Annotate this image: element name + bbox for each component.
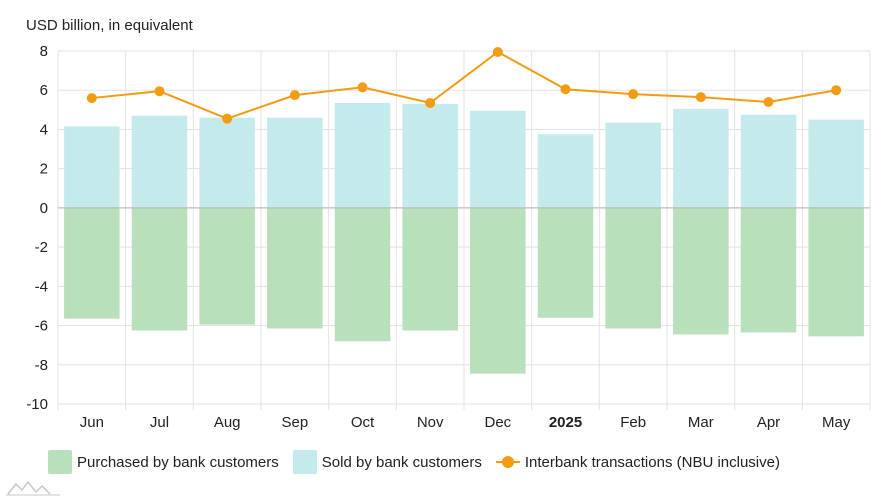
watermark-logo-icon: [6, 480, 60, 496]
y-tick-label: 0: [40, 200, 48, 217]
interbank-point-Sep[interactable]: [289, 90, 300, 101]
y-tick-label: -2: [35, 239, 48, 256]
x-tick-label: Sep: [281, 414, 308, 431]
x-tick-label: Dec: [484, 414, 511, 431]
bar-sold-Feb[interactable]: [605, 122, 661, 208]
interbank-point-May[interactable]: [831, 85, 842, 96]
bar-sold-Apr[interactable]: [740, 114, 797, 208]
bars: [64, 102, 864, 374]
unit-label: USD billion, in equivalent: [26, 17, 193, 34]
bar-purchased-Oct[interactable]: [334, 207, 391, 342]
grid: [57, 50, 871, 410]
interbank-point-Jun[interactable]: [86, 93, 97, 104]
x-tick-label: Jul: [150, 414, 169, 431]
bar-sold-May[interactable]: [808, 119, 864, 208]
y-tick-label: 6: [40, 82, 48, 99]
interbank-point-Oct[interactable]: [357, 82, 368, 93]
axes: 8 6 4 2 0 -2 -4 -6 -8 -10 Jun Jul Aug Sep Oct Nov Dec 202…: [26, 43, 870, 431]
interbank-point-Jul[interactable]: [154, 86, 165, 97]
bar-sold-2025[interactable]: [537, 134, 594, 208]
bar-sold-Jun[interactable]: [64, 126, 120, 208]
x-tick-label: Apr: [757, 414, 780, 431]
bar-purchased-Nov[interactable]: [402, 207, 458, 331]
x-tick-label: Oct: [351, 414, 375, 431]
bar-purchased-Mar[interactable]: [673, 207, 729, 335]
bar-sold-Oct[interactable]: [334, 102, 391, 208]
y-tick-label: -8: [35, 357, 48, 374]
legend-swatch-purchased: [48, 450, 72, 474]
x-tick-label: Mar: [688, 414, 714, 431]
bar-purchased-Dec[interactable]: [470, 207, 526, 374]
interbank-line: [91, 50, 837, 120]
bar-purchased-Jul[interactable]: [131, 207, 188, 331]
x-tick-label: Nov: [417, 414, 444, 431]
interbank-point-Aug[interactable]: [222, 113, 233, 124]
bar-sold-Dec[interactable]: [470, 110, 526, 208]
y-tick-label: 2: [40, 161, 48, 178]
interbank-point-Dec[interactable]: [492, 46, 503, 57]
bar-sold-Nov[interactable]: [402, 103, 458, 208]
bar-purchased-Sep[interactable]: [267, 207, 323, 329]
bar-purchased-Apr[interactable]: [740, 207, 797, 333]
x-tick-label: 2025: [549, 414, 582, 431]
legend-label-purchased: Purchased by bank customers: [77, 453, 279, 471]
interbank-point-Feb[interactable]: [628, 89, 639, 100]
bar-sold-Jul[interactable]: [131, 115, 188, 208]
bar-purchased-Aug[interactable]: [199, 207, 255, 325]
legend: Purchased by bank customers Sold by bank…: [48, 450, 794, 474]
x-tick-label: Jun: [80, 414, 104, 431]
bar-purchased-2025[interactable]: [537, 207, 594, 318]
bar-sold-Mar[interactable]: [673, 108, 729, 208]
interbank-point-Apr[interactable]: [763, 96, 774, 107]
line-series: [86, 46, 842, 124]
bar-sold-Aug[interactable]: [199, 117, 255, 208]
legend-label-interbank: Interbank transactions (NBU inclusive): [524, 453, 780, 471]
legend-item-purchased[interactable]: Purchased by bank customers: [48, 450, 279, 474]
legend-item-interbank[interactable]: Interbank transactions (NBU inclusive): [495, 450, 780, 474]
interbank-point-2025[interactable]: [560, 84, 571, 95]
interbank-point-Mar[interactable]: [695, 92, 706, 103]
y-tick-label: 8: [40, 43, 48, 60]
bar-sold-Sep[interactable]: [267, 117, 323, 208]
legend-label-sold: Sold by bank customers: [321, 453, 482, 471]
bar-purchased-May[interactable]: [808, 207, 864, 337]
x-tick-label: Feb: [620, 414, 646, 431]
bar-purchased-Feb[interactable]: [605, 207, 661, 329]
interbank-point-Nov[interactable]: [425, 97, 436, 108]
y-tick-label: -4: [35, 278, 48, 295]
y-tick-label: 4: [40, 121, 48, 138]
y-tick-label: -6: [35, 318, 48, 335]
legend-swatch-interbank: [495, 450, 520, 474]
x-tick-label: May: [822, 414, 851, 431]
x-tick-label: Aug: [214, 414, 241, 431]
bar-purchased-Jun[interactable]: [64, 207, 120, 319]
y-tick-label: -10: [26, 396, 48, 413]
legend-swatch-sold: [292, 450, 317, 474]
legend-item-sold[interactable]: Sold by bank customers: [292, 450, 482, 474]
